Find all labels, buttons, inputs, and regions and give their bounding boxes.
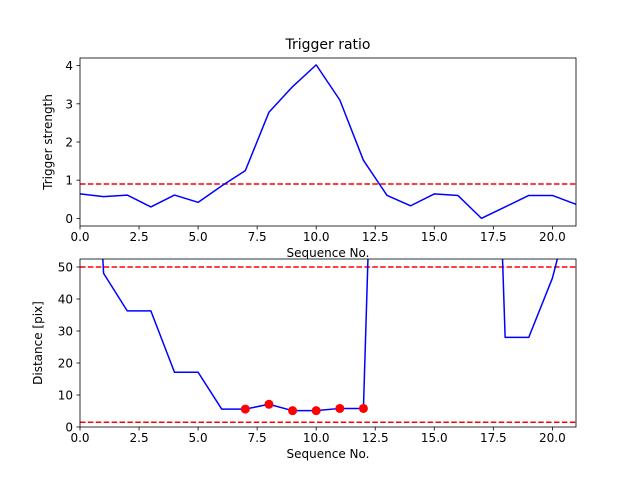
bottom-axes-distance: 0.0 2.5 5.0 7.5 10.0 12.5 15.0 17.5 20.0 0 10 20 30 4… [31,258,577,461]
x-tick-label: 7.5 [248,230,267,244]
x-tick-label: 5.0 [189,431,208,445]
series-line-0 [80,64,576,220]
x-tick-label: 0.0 [70,230,89,244]
data-point-marker-5 [358,403,368,413]
x-tick-label: 10.0 [303,230,330,244]
data-point-marker-2 [288,406,298,416]
y-tick-label: 1 [65,174,73,188]
plot-area [80,259,576,423]
bottom-axes-background [80,259,576,427]
x-axis-label: Sequence No. [287,246,370,260]
x-tick-label: 17.5 [480,230,507,244]
y-tick-label: 2 [65,136,73,150]
chart-title: Trigger ratio [284,37,370,53]
x-axis-label: Sequence No. [287,447,370,461]
x-tick-label: 10.0 [303,431,330,445]
x-tick-label: 15.0 [421,431,448,445]
y-tick-label: 3 [65,97,73,111]
y-axis-label: Distance [pix] [31,301,45,385]
data-point-marker-3 [311,406,321,416]
top-axes-trigger-ratio: 0.0 2.5 5.0 7.5 10.0 12.5 15.0 17.5 20.0 0 1 2 3 4 Seq… [41,37,577,260]
y-tick-label: 0 [65,212,73,226]
series-line-0 [102,259,559,412]
x-tick-label: 20.0 [539,431,566,445]
y-tick-label: 50 [58,261,73,275]
data-point-marker-1 [264,399,274,409]
x-tick-label: 20.0 [539,230,566,244]
y-tick-label: 20 [58,357,73,371]
data-point-marker-4 [335,403,345,413]
x-tick-label: 5.0 [189,230,208,244]
data-point-marker-0 [240,404,250,414]
x-tick-label: 15.0 [421,230,448,244]
axes-frame [79,258,577,428]
y-tick-label: 30 [58,325,73,339]
y-tick-label: 10 [58,389,73,403]
x-tick-label: 12.5 [362,230,389,244]
y-axis-label: Trigger strength [41,94,55,191]
y-tick-label: 0 [65,421,73,435]
x-tick-label: 0.0 [70,431,89,445]
x-tick-label: 12.5 [362,431,389,445]
x-tick-label: 7.5 [248,431,267,445]
y-tick-label: 40 [58,293,73,307]
x-tick-label: 2.5 [130,230,149,244]
x-tick-label: 17.5 [480,431,507,445]
y-tick-label: 4 [65,59,73,73]
x-tick-label: 2.5 [130,431,149,445]
plot-area [80,64,576,220]
